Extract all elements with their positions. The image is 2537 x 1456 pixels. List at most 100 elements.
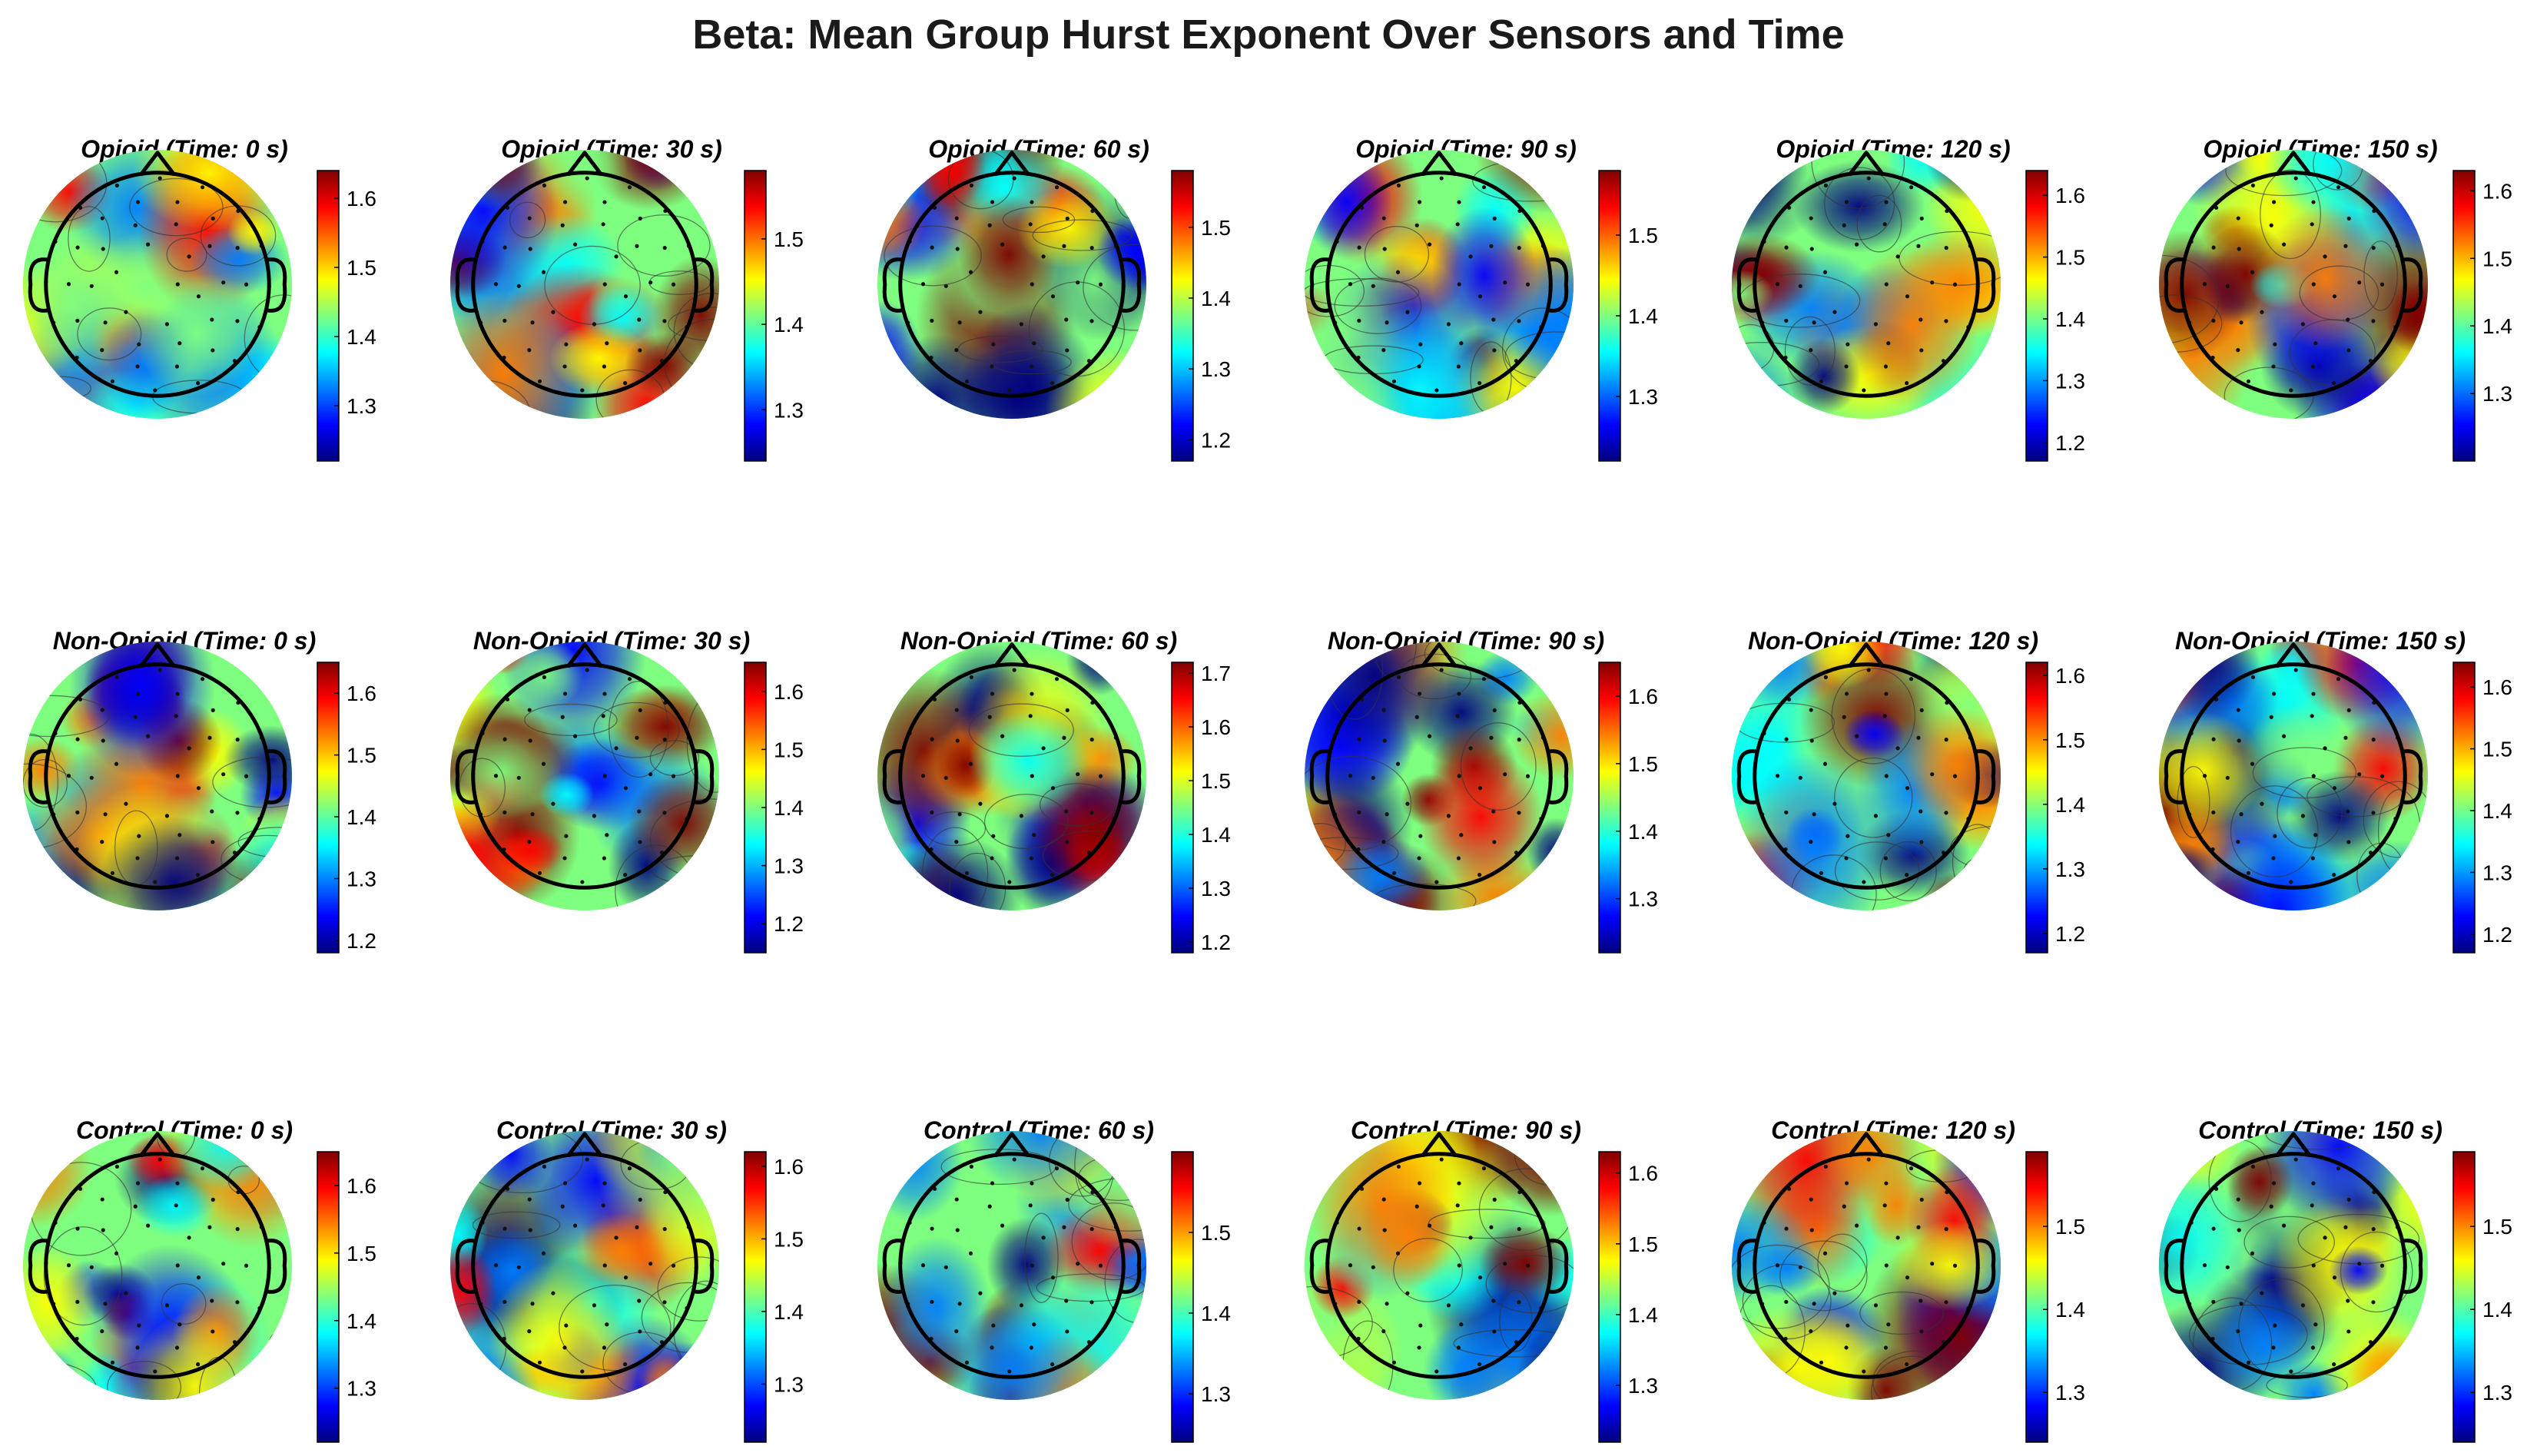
electrode-dot <box>1417 856 1421 861</box>
electrode-dot <box>1050 873 1055 877</box>
electrode-dot <box>1050 786 1056 791</box>
electrode-dot <box>560 223 565 227</box>
electrode-dot <box>1019 814 1024 818</box>
electrode-dot <box>542 183 546 187</box>
electrode-dot <box>1930 1262 1935 1266</box>
electrode-dot <box>1032 833 1036 837</box>
electrode-dot <box>75 245 80 250</box>
electrode-dot <box>2310 364 2316 369</box>
nose-icon <box>1848 151 1885 177</box>
electrode-dot <box>2310 1345 2316 1350</box>
electrode-dot <box>954 216 959 221</box>
electrode-dot <box>2271 364 2276 369</box>
electrode-dot <box>1517 319 1521 323</box>
electrode-dot <box>564 834 569 838</box>
electrode-dot <box>2211 737 2216 741</box>
electrode-dot <box>2211 318 2216 323</box>
electrode-dot <box>1916 735 1921 740</box>
nose-icon <box>2275 1132 2312 1158</box>
electrode-dot <box>2323 1235 2327 1240</box>
electrode-dot <box>968 270 973 274</box>
electrode-dot <box>1477 381 1482 386</box>
electrode-dot <box>1381 708 1386 712</box>
electrode-dot <box>1405 1291 1410 1295</box>
colorbar-tick-label: 1.5 <box>1628 752 1658 776</box>
colorbar-tick-label: 1.5 <box>1628 224 1658 247</box>
electrode-dot <box>662 319 667 323</box>
electrode-dot <box>1439 668 1444 672</box>
electrode-dot <box>1076 1262 1080 1266</box>
head-outline <box>455 151 715 398</box>
electrode-dot <box>187 746 191 751</box>
electrode-dot <box>1371 775 1375 780</box>
electrode-dot <box>2271 1345 2276 1350</box>
electrode-dot <box>110 379 115 383</box>
electrode-dot <box>207 735 212 740</box>
right-ear-icon <box>1975 749 1996 804</box>
electrode-dot <box>957 812 962 817</box>
colorbar-tick-label: 1.5 <box>1201 769 1231 793</box>
electrode-dot <box>502 1299 507 1304</box>
electrode-dot <box>1385 1302 1389 1306</box>
electrode-dot <box>1417 1345 1421 1350</box>
electrode-dot <box>1784 1226 1789 1231</box>
electrode-dot <box>990 200 995 204</box>
electrode-dot <box>1065 708 1070 712</box>
electrode-dot <box>638 348 642 353</box>
electrode-dot <box>2236 216 2240 221</box>
electrode-dot <box>1846 342 1850 347</box>
electrode-dot <box>1775 282 1780 287</box>
electrode-dot <box>990 856 994 861</box>
electrode-dot <box>174 1203 178 1208</box>
electrode-dot <box>1844 1181 1849 1186</box>
colorbar-tick-label: 1.4 <box>1201 1302 1231 1325</box>
nose-icon <box>139 151 176 177</box>
electrode-dot <box>164 1303 170 1308</box>
head-outline <box>28 642 287 890</box>
head-outline <box>455 642 715 890</box>
electrode-dot <box>2250 675 2255 679</box>
colorbar-tick-label: 1.4 <box>774 313 804 337</box>
electrode-dot <box>1905 294 1910 299</box>
electrode-dot <box>1884 774 1889 778</box>
electrode-dot <box>1414 1204 1419 1209</box>
electrode-dot <box>174 714 178 718</box>
electrode-dot <box>2371 246 2376 250</box>
electrode-dot <box>585 176 589 181</box>
electrode-dot <box>2246 1360 2251 1365</box>
colorbar-tick-label: 1.4 <box>347 1309 376 1333</box>
electrode-dot <box>1050 381 1055 386</box>
electrode-dot <box>527 840 532 844</box>
electrode-dot <box>175 200 180 204</box>
electrode-dot <box>1089 246 1094 250</box>
electrode-dot <box>145 1223 151 1228</box>
electrode-dot <box>1809 708 1813 712</box>
electrode-dot <box>562 1181 568 1186</box>
electrode-dot <box>968 1251 973 1255</box>
electrode-dot <box>145 734 151 738</box>
electrode-dot <box>1481 677 1487 682</box>
electrode-dot <box>1348 1263 1353 1268</box>
electrode-dot <box>638 708 642 712</box>
left-ear-icon <box>28 749 48 804</box>
colorbar-tick-label: 1.6 <box>774 680 804 704</box>
electrode-dot <box>2332 786 2337 791</box>
electrode-dot <box>210 317 214 322</box>
colorbar <box>744 170 767 462</box>
colorbar-tick-label: 1.4 <box>2482 314 2512 338</box>
electrode-dot <box>1919 216 1924 221</box>
left-ear-icon <box>455 257 476 313</box>
electrode-dot <box>1041 254 1046 259</box>
electrode-dot <box>1065 348 1070 353</box>
electrode-dot <box>175 1181 180 1186</box>
electrode-dot <box>2371 811 2376 815</box>
electrode-dot <box>1427 734 1432 738</box>
electrode-dot <box>114 270 119 274</box>
electrode-dot <box>1905 1362 1909 1367</box>
electrode-dot <box>602 856 607 861</box>
electrode-dot <box>1457 774 1461 778</box>
electrode-dot <box>174 222 178 227</box>
electrode-dot <box>1798 775 1802 780</box>
left-ear-icon <box>2164 257 2184 313</box>
colorbar-tick-label: 1.3 <box>1201 877 1231 900</box>
